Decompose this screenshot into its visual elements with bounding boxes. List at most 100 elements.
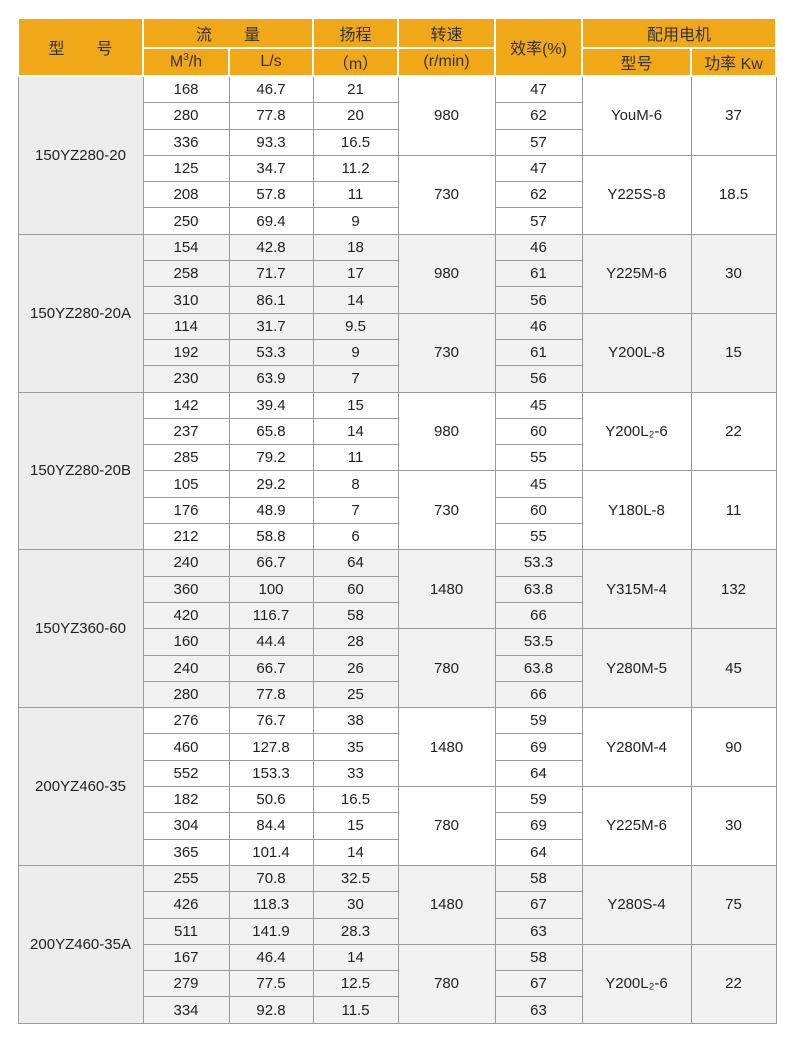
head-cell: 60 bbox=[312, 575, 399, 603]
efficiency-cell: 61 bbox=[494, 260, 583, 288]
head-cell: 11.2 bbox=[312, 154, 399, 183]
table-row: 150YZ280-20A 154 42.8 18 980 46 Y225M-6 30 bbox=[17, 233, 777, 393]
unit-tail: /h bbox=[188, 53, 203, 71]
head-cell: 9.5 bbox=[312, 312, 399, 340]
flow-m3h-cell: 208 bbox=[142, 181, 230, 209]
flow-m3h-cell: 105 bbox=[142, 470, 230, 498]
flow-ls-cell: 77.5 bbox=[228, 970, 314, 998]
motor-power-cell: 75 bbox=[690, 864, 777, 945]
efficiency-cell: 46 bbox=[494, 312, 583, 340]
flow-m3h-cell: 125 bbox=[142, 154, 230, 183]
header-efficiency: 效率(%) bbox=[494, 17, 584, 77]
efficiency-cell: 53.3 bbox=[494, 549, 583, 577]
flow-ls-cell: 63.9 bbox=[228, 365, 314, 393]
speed-cell: 980 bbox=[397, 75, 496, 156]
flow-m3h-cell: 230 bbox=[142, 365, 230, 393]
flow-ls-cell: 86.1 bbox=[228, 286, 314, 314]
model-cell: 200YZ460-35A bbox=[17, 864, 144, 1024]
table-row: 460 127.8 35 69 bbox=[18, 733, 776, 761]
motor-model-cell: Y280M-5 bbox=[581, 628, 692, 709]
head-cell: 11.5 bbox=[312, 996, 399, 1024]
head-cell: 14 bbox=[312, 943, 399, 972]
flow-ls-cell: 77.8 bbox=[228, 680, 314, 709]
motor-power-cell: 37 bbox=[690, 75, 777, 156]
flow-ls-cell: 84.4 bbox=[228, 812, 314, 840]
table-row: 511 141.9 28.3 63 bbox=[18, 917, 776, 945]
header-motor-power: 功率 Kw bbox=[690, 47, 778, 77]
model-cell: 150YZ280-20 bbox=[17, 75, 144, 235]
flow-ls-cell: 71.7 bbox=[228, 260, 314, 288]
motor-model-cell: Y200L₂-6 bbox=[581, 943, 692, 1024]
flow-ls-cell: 70.8 bbox=[228, 864, 314, 893]
flow-ls-cell: 46.4 bbox=[228, 943, 314, 972]
head-cell: 58 bbox=[312, 601, 399, 630]
motor-power-cell: 15 bbox=[690, 312, 777, 393]
efficiency-cell: 63 bbox=[494, 996, 583, 1024]
efficiency-cell: 60 bbox=[494, 417, 583, 446]
flow-m3h-cell: 420 bbox=[142, 601, 230, 630]
table-row: 150YZ280-20B 142 39.4 15 980 45 Y200L₂-6 22 bbox=[17, 391, 777, 551]
speed-cell: 730 bbox=[397, 154, 496, 235]
flow-ls-cell: 39.4 bbox=[228, 391, 314, 419]
efficiency-cell: 45 bbox=[494, 470, 583, 498]
efficiency-cell: 46 bbox=[494, 233, 583, 262]
flow-m3h-cell: 168 bbox=[142, 75, 230, 104]
flow-ls-cell: 77.8 bbox=[228, 102, 314, 130]
header-head: 扬程 bbox=[312, 17, 400, 49]
head-cell: 11 bbox=[312, 181, 399, 209]
header-speed: 转速 bbox=[397, 17, 497, 49]
efficiency-cell: 66 bbox=[494, 680, 583, 709]
table-row: 150YZ280-20 168 46.7 21 980 47 YouM-6 37 bbox=[17, 75, 777, 235]
efficiency-cell: 53.5 bbox=[494, 628, 583, 656]
flow-m3h-cell: 280 bbox=[142, 102, 230, 130]
speed-cell: 780 bbox=[397, 786, 496, 866]
flow-m3h-cell: 285 bbox=[142, 444, 230, 472]
head-cell: 8 bbox=[312, 470, 399, 498]
speed-cell: 780 bbox=[397, 628, 496, 709]
efficiency-cell: 47 bbox=[494, 154, 583, 183]
speed-cell: 730 bbox=[397, 470, 496, 551]
motor-power-cell: 132 bbox=[690, 549, 777, 630]
motor-model-cell: Y200L-8 bbox=[581, 312, 692, 393]
flow-ls-cell: 42.8 bbox=[228, 233, 314, 262]
efficiency-cell: 64 bbox=[494, 759, 583, 788]
head-cell: 14 bbox=[312, 417, 399, 446]
table-row: 105 29.2 8 730 45 Y180L-8 11 bbox=[18, 470, 777, 551]
flow-m3h-cell: 552 bbox=[142, 759, 230, 788]
flow-ls-cell: 53.3 bbox=[228, 338, 314, 367]
motor-power-cell: 22 bbox=[690, 391, 777, 472]
flow-m3h-cell: 365 bbox=[142, 838, 230, 866]
flow-ls-cell: 92.8 bbox=[228, 996, 314, 1024]
motor-model-cell: Y315M-4 bbox=[581, 549, 692, 630]
efficiency-cell: 57 bbox=[494, 207, 583, 235]
head-cell: 7 bbox=[312, 496, 399, 525]
motor-model-cell: Y225M-6 bbox=[581, 786, 692, 866]
motor-power-cell: 18.5 bbox=[690, 154, 777, 235]
pump-spec-table: 型 号 流 量 扬程 转速 效率(%) 配用电机 M3/h L/s （m） (r… bbox=[17, 17, 778, 1024]
efficiency-cell: 62 bbox=[494, 181, 583, 209]
flow-m3h-cell: 460 bbox=[142, 733, 230, 761]
flow-ls-cell: 79.2 bbox=[228, 444, 314, 472]
header-motor: 配用电机 bbox=[581, 17, 778, 49]
flow-m3h-cell: 255 bbox=[142, 864, 230, 893]
table-row: 212 58.8 6 55 bbox=[18, 523, 776, 551]
flow-m3h-cell: 360 bbox=[142, 575, 230, 603]
flow-ls-cell: 69.4 bbox=[228, 207, 314, 235]
flow-ls-cell: 153.3 bbox=[228, 759, 314, 788]
motor-power-cell: 45 bbox=[690, 628, 777, 709]
table-row: 336 93.3 16.5 57 bbox=[18, 128, 776, 156]
head-cell: 35 bbox=[312, 733, 399, 761]
table-row: 237 65.8 14 60 bbox=[18, 417, 776, 446]
header-flow-ls: L/s bbox=[227, 47, 315, 77]
flow-m3h-cell: 276 bbox=[142, 707, 230, 735]
flow-m3h-cell: 511 bbox=[142, 917, 230, 945]
efficiency-cell: 67 bbox=[494, 970, 583, 998]
motor-power-cell: 22 bbox=[690, 943, 777, 1024]
table-row: 160 44.4 28 780 53.5 Y280M-5 45 bbox=[18, 628, 777, 709]
table-row: 167 46.4 14 780 58 Y200L₂-6 22 bbox=[18, 943, 777, 1024]
head-cell: 25 bbox=[312, 680, 399, 709]
efficiency-cell: 63.8 bbox=[494, 654, 583, 682]
flow-m3h-cell: 176 bbox=[142, 496, 230, 525]
efficiency-cell: 45 bbox=[494, 391, 583, 419]
flow-m3h-cell: 334 bbox=[142, 996, 230, 1024]
